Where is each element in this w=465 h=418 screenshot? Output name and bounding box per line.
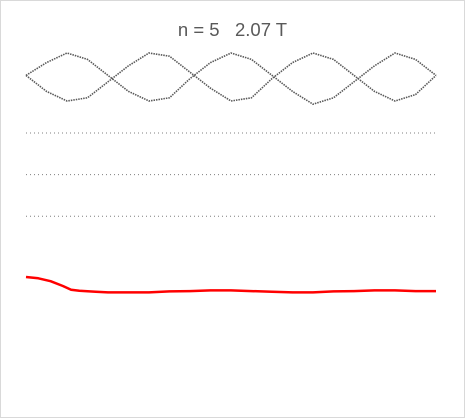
- wave-series-1: [25, 52, 437, 106]
- chart-title: n = 5 2.07 T: [177, 19, 288, 40]
- red-series: [25, 275, 436, 294]
- wave-series-2: [25, 52, 437, 102]
